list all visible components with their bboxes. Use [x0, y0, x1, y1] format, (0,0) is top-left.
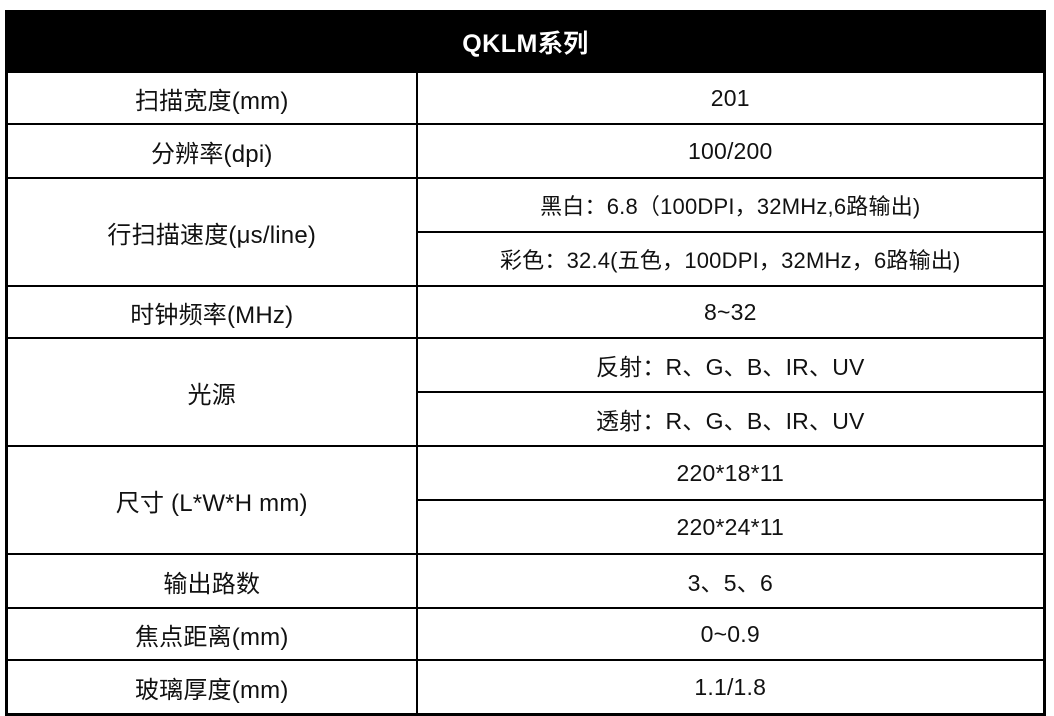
spec-label-output-channels: 输出路数	[5, 553, 418, 609]
spec-value-focal-distance: 0~0.9	[415, 607, 1046, 661]
spec-value-line-scan-speed-mono: 黑白：6.8（100DPI，32MHz,6路输出)	[415, 177, 1046, 233]
spec-value-light-source-transmissive: 透射：R、G、B、IR、UV	[415, 391, 1046, 447]
table-title: QKLM系列	[5, 10, 1046, 73]
spec-label-focal-distance: 焦点距离(mm)	[5, 607, 418, 661]
spec-value-output-channels: 3、5、6	[415, 553, 1046, 609]
spec-table-container: QKLM系列 扫描宽度(mm) 201 分辨率(dpi) 100/200 行扫描…	[5, 10, 1047, 716]
spec-label-scan-width: 扫描宽度(mm)	[5, 71, 418, 125]
table-row: 220*24*11	[7, 499, 1046, 555]
spec-label-glass-thickness: 玻璃厚度(mm)	[5, 659, 418, 716]
table-row: 时钟频率(MHz) 8~32	[5, 285, 1046, 339]
spec-label-light-source: 光源	[5, 337, 418, 447]
spec-value-scan-width: 201	[415, 71, 1046, 125]
table-row: 输出路数 3、5、6	[5, 553, 1046, 609]
spec-value-clock-frequency: 8~32	[415, 285, 1046, 339]
table-body: 扫描宽度(mm) 201 分辨率(dpi) 100/200 行扫描速度(μs/l…	[5, 71, 1046, 716]
spec-label-dimensions: 尺寸 (L*W*H mm)	[5, 445, 418, 555]
table-row: 焦点距离(mm) 0~0.9	[5, 607, 1046, 661]
spec-value-line-scan-speed-color: 彩色：32.4(五色，100DPI，32MHz，6路输出)	[415, 231, 1046, 287]
spec-value-resolution: 100/200	[415, 123, 1046, 179]
spec-label-resolution: 分辨率(dpi)	[5, 123, 418, 179]
table-row: 彩色：32.4(五色，100DPI，32MHz，6路输出)	[7, 231, 1046, 287]
spec-value-dimensions-1: 220*18*11	[415, 445, 1046, 501]
table-header-row: QKLM系列	[5, 10, 1046, 73]
table-row: 光源 反射：R、G、B、IR、UV	[5, 337, 1046, 447]
spec-value-light-source-reflective: 反射：R、G、B、IR、UV	[415, 337, 1046, 393]
product-spec-table: QKLM系列 扫描宽度(mm) 201 分辨率(dpi) 100/200 行扫描…	[5, 10, 1047, 716]
spec-label-clock-frequency: 时钟频率(MHz)	[5, 285, 418, 339]
spec-label-line-scan-speed: 行扫描速度(μs/line)	[5, 177, 418, 287]
table-row: 分辨率(dpi) 100/200	[5, 123, 1046, 179]
table-row: 行扫描速度(μs/line) 黑白：6.8（100DPI，32MHz,6路输出)	[5, 177, 1046, 287]
spec-value-dimensions-2: 220*24*11	[415, 499, 1046, 555]
spec-value-glass-thickness: 1.1/1.8	[415, 659, 1046, 716]
table-row: 透射：R、G、B、IR、UV	[7, 391, 1046, 447]
table-row: 尺寸 (L*W*H mm) 220*18*11	[5, 445, 1046, 555]
table-row: 玻璃厚度(mm) 1.1/1.8	[5, 659, 1046, 716]
table-row: 扫描宽度(mm) 201	[5, 71, 1046, 125]
